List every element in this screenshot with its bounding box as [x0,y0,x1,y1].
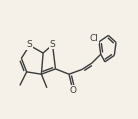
Text: O: O [69,86,76,95]
Text: S: S [27,40,32,49]
Text: Cl: Cl [89,34,98,43]
Text: S: S [50,40,55,49]
